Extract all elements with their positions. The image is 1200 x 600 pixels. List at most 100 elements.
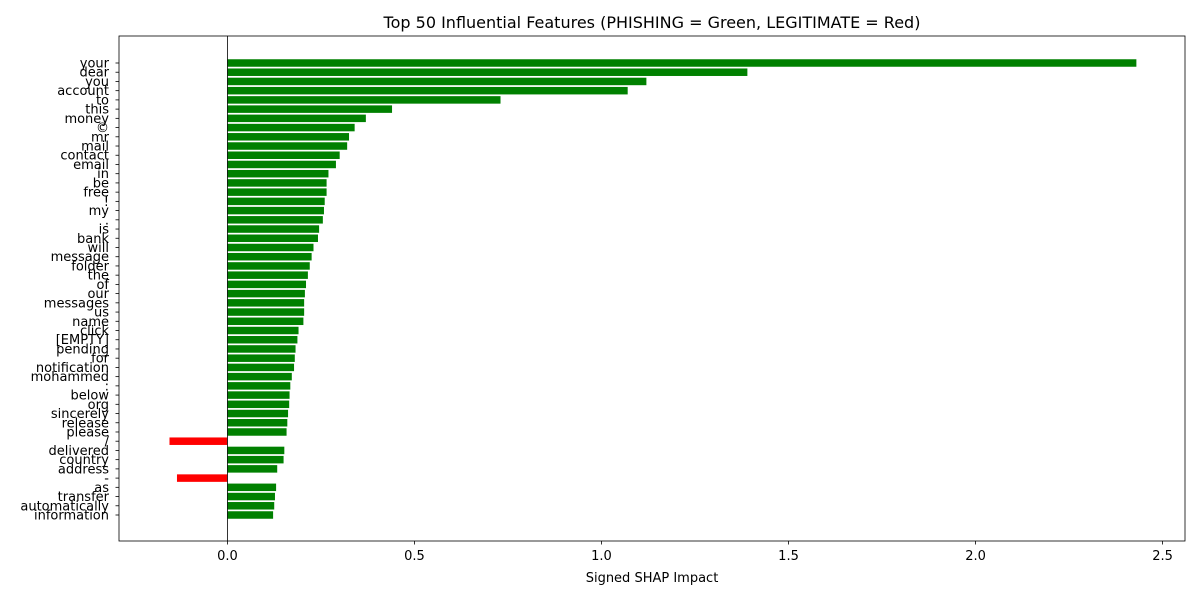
bar-6 — [227, 114, 366, 123]
category-label: contact — [60, 149, 109, 164]
bar-40 — [227, 428, 287, 436]
category-label: automatically — [20, 499, 109, 514]
bar-25 — [227, 289, 305, 298]
bar-29 — [227, 326, 299, 335]
bar-7 — [227, 123, 355, 132]
bar-28 — [227, 317, 304, 326]
x-ticks-layer: 0.0 0.5 1.0 1.5 2.0 2.5 — [217, 541, 1173, 564]
category-label: the — [88, 269, 109, 284]
bar-14 — [227, 188, 327, 196]
bar-41 — [169, 437, 228, 445]
bar-23 — [227, 271, 308, 279]
category-label: this — [85, 103, 109, 118]
category-label: sincerely — [51, 407, 109, 422]
category-label: ! — [104, 195, 109, 210]
bar-46 — [227, 483, 277, 492]
bar-8 — [227, 133, 350, 141]
category-labels-layer: yourdearyouaccounttothismoney©mrmailcont… — [20, 57, 119, 524]
chart-title: Top 50 Influential Features (PHISHING = … — [383, 13, 921, 32]
bar-5 — [227, 105, 393, 113]
category-label: for — [91, 352, 110, 367]
category-label: © — [96, 121, 109, 136]
category-label: mohammed — [31, 370, 109, 385]
bar-34 — [227, 372, 292, 381]
category-label: - — [104, 472, 109, 487]
bar-43 — [227, 455, 284, 464]
category-label: please — [66, 425, 109, 440]
category-label: of — [96, 278, 109, 293]
category-label: your — [80, 57, 110, 72]
bar-33 — [227, 363, 295, 372]
category-label: bank — [77, 232, 109, 247]
category-label: mail — [81, 140, 109, 155]
bar-49 — [227, 511, 274, 519]
category-label: name — [72, 315, 109, 330]
bar-45 — [176, 474, 228, 482]
category-label: folder — [71, 259, 109, 274]
bar-44 — [227, 465, 278, 473]
bar-27 — [227, 308, 305, 316]
bar-42 — [227, 446, 285, 455]
bar-11 — [227, 160, 336, 169]
category-label: country — [59, 453, 109, 468]
category-label: / — [105, 435, 110, 450]
bar-13 — [227, 179, 327, 187]
bar-22 — [227, 262, 310, 270]
category-label: release — [62, 416, 109, 431]
bars-layer — [169, 59, 1137, 519]
bar-38 — [227, 409, 289, 418]
x-tick-label: 0.0 — [217, 549, 238, 564]
bar-18 — [227, 225, 320, 233]
bar-39 — [227, 419, 288, 427]
category-label: will — [88, 241, 109, 256]
category-label: message — [51, 250, 109, 265]
category-label: our — [87, 287, 109, 302]
bar-31 — [227, 345, 296, 353]
category-label: you — [85, 75, 109, 90]
category-label: pending — [56, 342, 109, 357]
category-label: . — [105, 213, 109, 228]
category-label: messages — [44, 296, 109, 311]
category-label: account — [57, 84, 109, 99]
bar-10 — [227, 151, 340, 159]
category-label: [EMPTY] — [56, 333, 109, 348]
category-label: org — [88, 398, 109, 413]
bar-4 — [227, 96, 501, 104]
category-label: email — [73, 158, 109, 173]
bar-16 — [227, 206, 324, 215]
bar-48 — [227, 502, 275, 510]
category-label: free — [83, 186, 109, 201]
category-label: click — [80, 324, 110, 339]
category-label: us — [94, 306, 109, 321]
x-tick-label: 1.0 — [591, 549, 612, 564]
bar-36 — [227, 391, 290, 399]
plot-frame — [118, 35, 1186, 542]
bar-12 — [227, 169, 329, 178]
x-tick-label: 2.0 — [965, 549, 986, 564]
bar-1 — [227, 68, 748, 76]
bar-2 — [227, 77, 647, 86]
category-label: below — [71, 389, 110, 404]
bar-35 — [227, 382, 291, 390]
category-label: address — [58, 462, 109, 477]
category-label: dear — [79, 66, 109, 81]
x-tick-label: 2.5 — [1152, 549, 1173, 564]
x-tick-label: 0.5 — [404, 549, 425, 564]
bar-19 — [227, 234, 318, 243]
category-label: to — [96, 93, 109, 108]
bar-47 — [227, 492, 275, 501]
category-label: notification — [36, 361, 109, 376]
bar-9 — [227, 142, 348, 150]
bar-17 — [227, 216, 323, 224]
category-label: as — [94, 481, 109, 496]
bar-37 — [227, 400, 290, 409]
bar-30 — [227, 335, 298, 344]
category-label: is — [99, 223, 110, 238]
bar-3 — [227, 86, 628, 95]
category-label: transfer — [58, 490, 110, 505]
bar-26 — [227, 299, 305, 307]
bar-32 — [227, 354, 295, 362]
category-label: in — [97, 167, 109, 182]
